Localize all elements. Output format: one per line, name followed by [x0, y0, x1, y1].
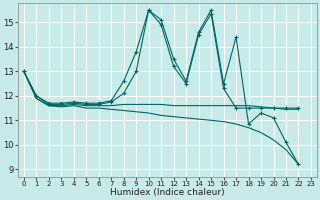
X-axis label: Humidex (Indice chaleur): Humidex (Indice chaleur)	[110, 188, 225, 197]
